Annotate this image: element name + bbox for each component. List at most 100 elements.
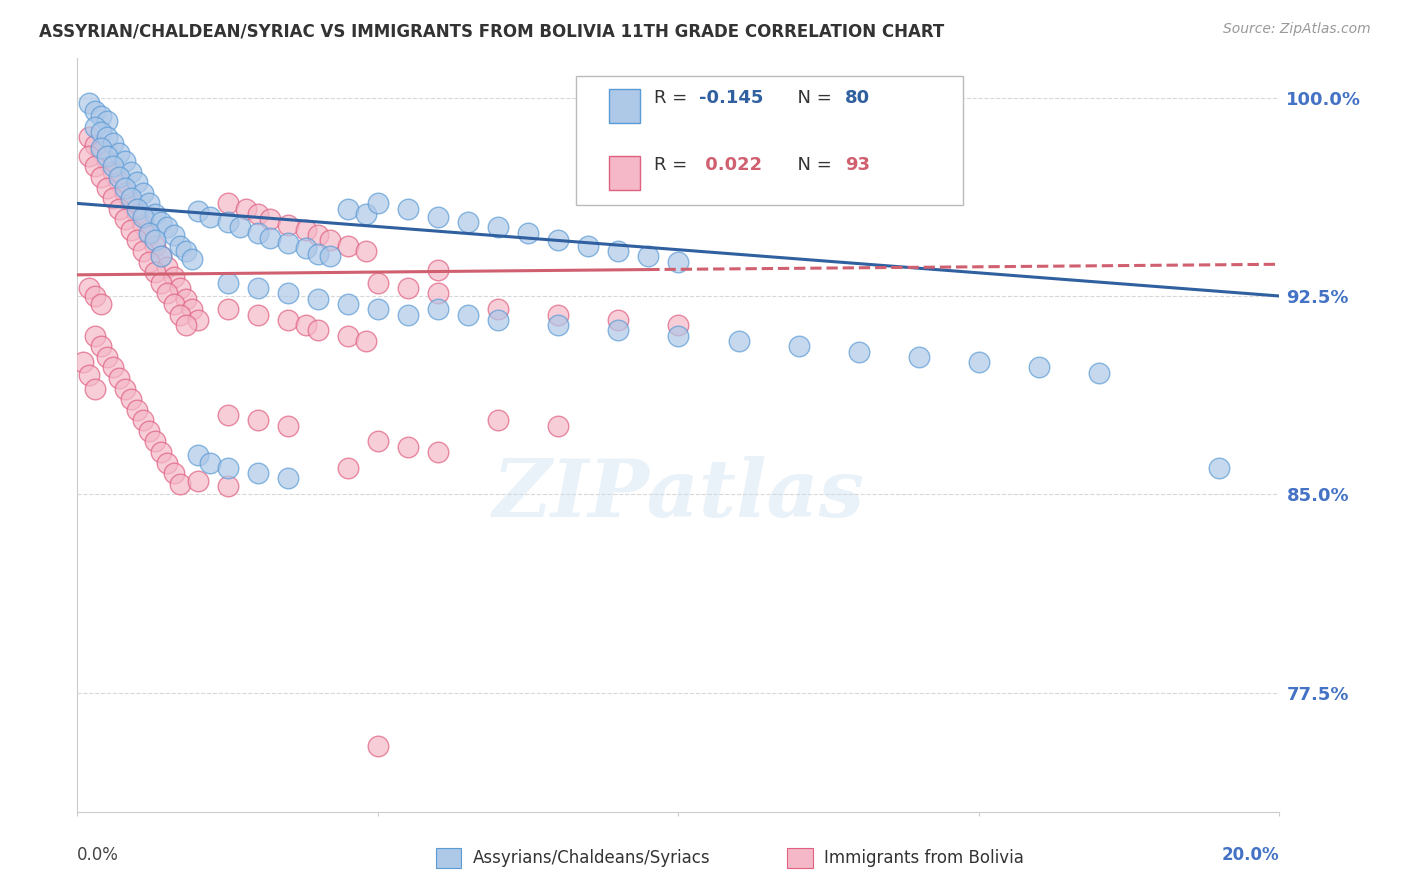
Point <box>138 424 160 438</box>
Point <box>307 323 329 337</box>
Point <box>396 440 419 454</box>
Point <box>90 297 112 311</box>
Point <box>307 246 329 260</box>
Point <box>319 249 342 263</box>
Point <box>259 231 281 245</box>
Point <box>848 344 870 359</box>
Point <box>120 191 142 205</box>
Point <box>132 413 155 427</box>
Point <box>84 138 107 153</box>
Point <box>145 239 167 253</box>
Point <box>547 318 569 332</box>
Point <box>277 471 299 485</box>
Point <box>908 350 931 364</box>
Point <box>96 149 118 163</box>
Point <box>246 281 269 295</box>
Point <box>668 318 690 332</box>
Point <box>277 313 299 327</box>
Point <box>294 223 316 237</box>
Point <box>277 236 299 251</box>
Text: N =: N = <box>786 88 838 107</box>
Point <box>84 120 107 134</box>
Point <box>217 302 239 317</box>
Point <box>114 154 136 169</box>
Point <box>120 196 142 211</box>
Point <box>217 276 239 290</box>
Point <box>156 456 179 470</box>
Point <box>84 382 107 396</box>
Point <box>547 308 569 322</box>
Point <box>150 445 173 459</box>
Point <box>90 109 112 123</box>
Point <box>150 276 173 290</box>
Point <box>90 169 112 184</box>
Point <box>127 175 149 189</box>
Point <box>90 141 112 155</box>
Point <box>90 144 112 158</box>
Point <box>354 207 377 221</box>
Point <box>120 164 142 178</box>
Point <box>336 328 359 343</box>
Point <box>162 228 184 243</box>
Point <box>637 249 659 263</box>
Point <box>84 160 107 174</box>
Point <box>427 210 450 224</box>
Point <box>457 215 479 229</box>
Point <box>668 254 690 268</box>
Point <box>294 241 316 255</box>
Point <box>108 169 131 184</box>
Point <box>547 234 569 248</box>
Text: ASSYRIAN/CHALDEAN/SYRIAC VS IMMIGRANTS FROM BOLIVIA 11TH GRADE CORRELATION CHART: ASSYRIAN/CHALDEAN/SYRIAC VS IMMIGRANTS F… <box>39 22 945 40</box>
Point <box>79 95 101 110</box>
Point <box>354 244 377 258</box>
Point <box>607 313 630 327</box>
Point <box>72 355 94 369</box>
Point <box>607 244 630 258</box>
Point <box>246 207 269 221</box>
Point <box>127 234 149 248</box>
Text: R =: R = <box>654 155 693 174</box>
Text: 0.022: 0.022 <box>699 155 762 174</box>
Point <box>96 350 118 364</box>
Point <box>84 289 107 303</box>
Point <box>576 239 599 253</box>
Point <box>396 281 419 295</box>
Point <box>427 286 450 301</box>
Point <box>103 164 125 178</box>
Point <box>307 292 329 306</box>
Point <box>228 220 250 235</box>
Point <box>132 210 155 224</box>
Point <box>138 254 160 268</box>
Point <box>259 212 281 227</box>
Point <box>96 130 118 145</box>
Point <box>103 360 125 375</box>
Point <box>367 196 389 211</box>
Point <box>180 252 202 266</box>
Point <box>156 286 179 301</box>
Point <box>156 260 179 274</box>
Point <box>138 226 160 240</box>
Point <box>187 448 209 462</box>
Text: 80: 80 <box>845 88 870 107</box>
Point <box>103 160 125 174</box>
Point <box>246 226 269 240</box>
Point <box>277 286 299 301</box>
Point <box>336 202 359 216</box>
Point <box>1208 461 1230 475</box>
Point <box>138 228 160 243</box>
Point <box>427 262 450 277</box>
Point <box>145 207 167 221</box>
Point <box>217 215 239 229</box>
Point <box>84 103 107 118</box>
Point <box>246 413 269 427</box>
Point <box>150 249 173 263</box>
Point <box>217 479 239 493</box>
Point <box>156 220 179 235</box>
Point <box>396 202 419 216</box>
Point <box>96 154 118 169</box>
Point <box>103 136 125 150</box>
Point <box>174 292 197 306</box>
Point <box>235 202 257 216</box>
Point <box>120 392 142 406</box>
Point <box>787 339 810 353</box>
